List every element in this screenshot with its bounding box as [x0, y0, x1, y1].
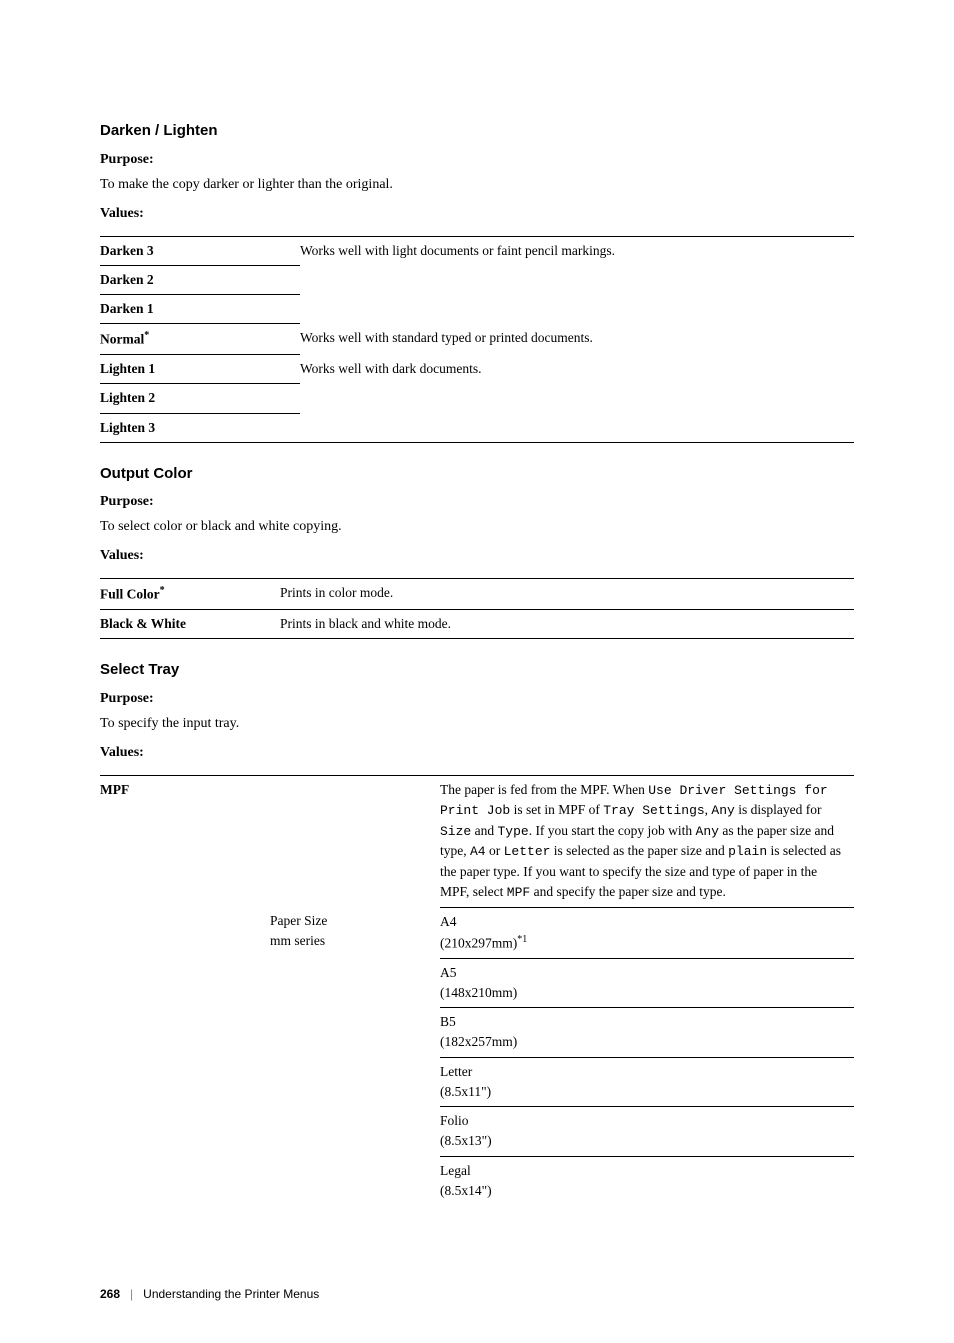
row-label: Darken 3 — [100, 236, 300, 265]
paper-size-label: Paper Size mm series — [270, 907, 440, 958]
row-label: Normal* — [100, 324, 300, 355]
table-row: Paper Size mm series A4 (210x297mm)*1 — [100, 907, 854, 958]
page-number: 268 — [100, 1285, 120, 1303]
table-row: Legal (8.5x14") — [100, 1156, 854, 1205]
purpose-text: To make the copy darker or lighter than … — [100, 174, 854, 195]
row-label: Black & White — [100, 610, 280, 639]
purpose-label: Purpose: — [100, 149, 854, 170]
purpose-label: Purpose: — [100, 491, 854, 512]
paper-size-value: A5 (148x210mm) — [440, 958, 854, 1008]
paper-size-value: Folio (8.5x13") — [440, 1107, 854, 1157]
heading-darken-lighten: Darken / Lighten — [100, 120, 854, 143]
mpf-desc: The paper is fed from the MPF. When Use … — [440, 775, 854, 907]
heading-output-color: Output Color — [100, 463, 854, 486]
section-output-color: Output Color Purpose: To select color or… — [100, 463, 854, 640]
output-color-table: Full Color* Prints in color mode. Black … — [100, 578, 854, 639]
table-row: B5 (182x257mm) — [100, 1008, 854, 1058]
paper-size-value: Letter (8.5x11") — [440, 1057, 854, 1107]
row-desc: Prints in color mode. — [280, 579, 854, 610]
purpose-text: To select color or black and white copyi… — [100, 516, 854, 537]
table-row: MPF The paper is fed from the MPF. When … — [100, 775, 854, 907]
paper-size-value: A4 (210x297mm)*1 — [440, 907, 854, 958]
table-row: Darken 3 Works well with light documents… — [100, 236, 854, 265]
row-label: Darken 1 — [100, 295, 300, 324]
select-tray-table: MPF The paper is fed from the MPF. When … — [100, 775, 854, 1205]
row-label: Lighten 3 — [100, 413, 300, 442]
darken-lighten-table: Darken 3 Works well with light documents… — [100, 236, 854, 443]
section-darken-lighten: Darken / Lighten Purpose: To make the co… — [100, 120, 854, 443]
purpose-text: To specify the input tray. — [100, 713, 854, 734]
table-row: Folio (8.5x13") — [100, 1107, 854, 1157]
heading-select-tray: Select Tray — [100, 659, 854, 682]
row-label: Lighten 1 — [100, 355, 300, 384]
purpose-label: Purpose: — [100, 688, 854, 709]
values-label: Values: — [100, 203, 854, 224]
row-desc: Works well with standard typed or printe… — [300, 324, 854, 355]
table-row: Letter (8.5x11") — [100, 1057, 854, 1107]
footer-crumb: Understanding the Printer Menus — [143, 1285, 319, 1303]
page-footer: 268 | Understanding the Printer Menus — [100, 1285, 854, 1303]
row-label: Full Color* — [100, 579, 280, 610]
values-label: Values: — [100, 545, 854, 566]
table-row: Normal* Works well with standard typed o… — [100, 324, 854, 355]
section-select-tray: Select Tray Purpose: To specify the inpu… — [100, 659, 854, 1205]
values-label: Values: — [100, 742, 854, 763]
paper-size-value: B5 (182x257mm) — [440, 1008, 854, 1058]
row-label: Darken 2 — [100, 265, 300, 294]
table-row: Full Color* Prints in color mode. — [100, 579, 854, 610]
footer-divider: | — [130, 1285, 133, 1303]
paper-size-value: Legal (8.5x14") — [440, 1156, 854, 1205]
table-row: Black & White Prints in black and white … — [100, 610, 854, 639]
row-desc: Works well with light documents or faint… — [300, 236, 854, 324]
row-label: Lighten 2 — [100, 384, 300, 413]
mpf-label: MPF — [100, 775, 270, 907]
table-row: A5 (148x210mm) — [100, 958, 854, 1008]
table-row: Lighten 1 Works well with dark documents… — [100, 355, 854, 384]
row-desc: Prints in black and white mode. — [280, 610, 854, 639]
row-desc: Works well with dark documents. — [300, 355, 854, 443]
